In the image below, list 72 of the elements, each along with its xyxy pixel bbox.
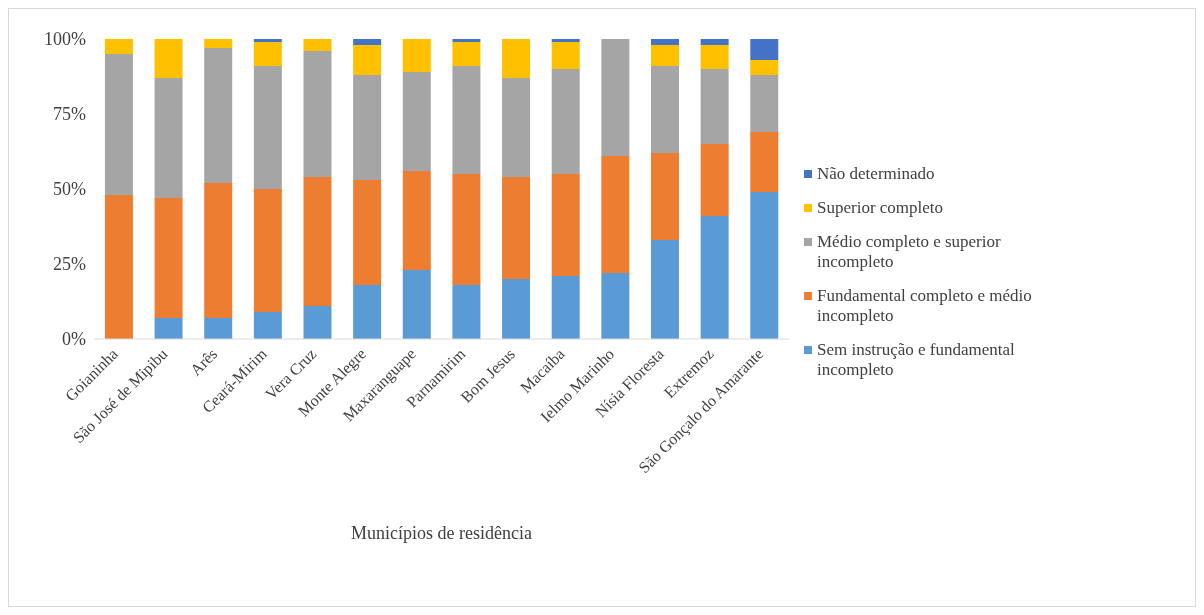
bar: [502, 279, 531, 339]
bar: [353, 285, 382, 339]
bar: [253, 42, 282, 66]
bar: [253, 66, 282, 189]
bar: [452, 174, 481, 285]
bar: [750, 39, 779, 60]
bar: [353, 39, 382, 45]
bar: [353, 45, 382, 75]
bar: [452, 42, 481, 66]
bar: [502, 39, 531, 78]
bar: [700, 144, 729, 216]
bar: [452, 66, 481, 174]
x-axis-title: Municípios de residência: [351, 523, 532, 543]
bar: [402, 72, 431, 171]
bar: [502, 78, 531, 177]
bar: [551, 69, 580, 174]
bar: [253, 39, 282, 42]
bar: [353, 75, 382, 180]
bar: [303, 39, 332, 51]
bar: [402, 270, 431, 339]
bar: [700, 69, 729, 144]
bar: [650, 39, 679, 45]
bar: [650, 45, 679, 66]
bar: [204, 318, 233, 339]
bar: [154, 198, 183, 318]
legend-label: Superior completo: [817, 198, 944, 218]
bar: [750, 60, 779, 75]
bar: [750, 75, 779, 132]
bar: [452, 39, 481, 42]
bar: [502, 177, 531, 279]
bar: [551, 39, 580, 42]
bar: [750, 192, 779, 339]
legend-label: Médio completo e superior incompleto: [817, 232, 1002, 272]
bar: [700, 216, 729, 339]
y-tick-label: 25%: [53, 254, 86, 275]
bar: [402, 171, 431, 270]
legend-label: Sem instrução e fundamental incompleto: [817, 340, 1016, 380]
bar: [303, 177, 332, 306]
bar: [551, 174, 580, 276]
bar: [650, 153, 679, 240]
legend-label: Não determinado: [817, 164, 935, 184]
bar: [601, 273, 630, 339]
bar: [204, 183, 233, 318]
bar: [700, 39, 729, 45]
bar: [650, 240, 679, 339]
y-tick-label: 100%: [44, 29, 86, 50]
bar: [104, 195, 133, 339]
bar: [104, 39, 133, 54]
bar: [551, 276, 580, 339]
y-tick-label: 0%: [62, 329, 86, 350]
bar: [154, 39, 183, 78]
bar: [303, 51, 332, 177]
bar: [452, 285, 481, 339]
bar: [601, 156, 630, 273]
bar: [402, 39, 431, 72]
bar: [253, 312, 282, 339]
bar: [750, 132, 779, 192]
bar: [253, 189, 282, 312]
bar: [104, 54, 133, 195]
bar: [353, 180, 382, 285]
bar: [154, 318, 183, 339]
legend-label: Fundamental completo e médio incompleto: [817, 286, 1033, 326]
y-tick-label: 50%: [53, 179, 86, 200]
y-tick-label: 75%: [53, 104, 86, 125]
bar: [601, 39, 630, 156]
bar: [204, 39, 233, 48]
bar: [204, 48, 233, 183]
bar: [154, 78, 183, 198]
bar: [700, 45, 729, 69]
bar: [650, 66, 679, 153]
bar: [551, 42, 580, 69]
bar: [303, 306, 332, 339]
